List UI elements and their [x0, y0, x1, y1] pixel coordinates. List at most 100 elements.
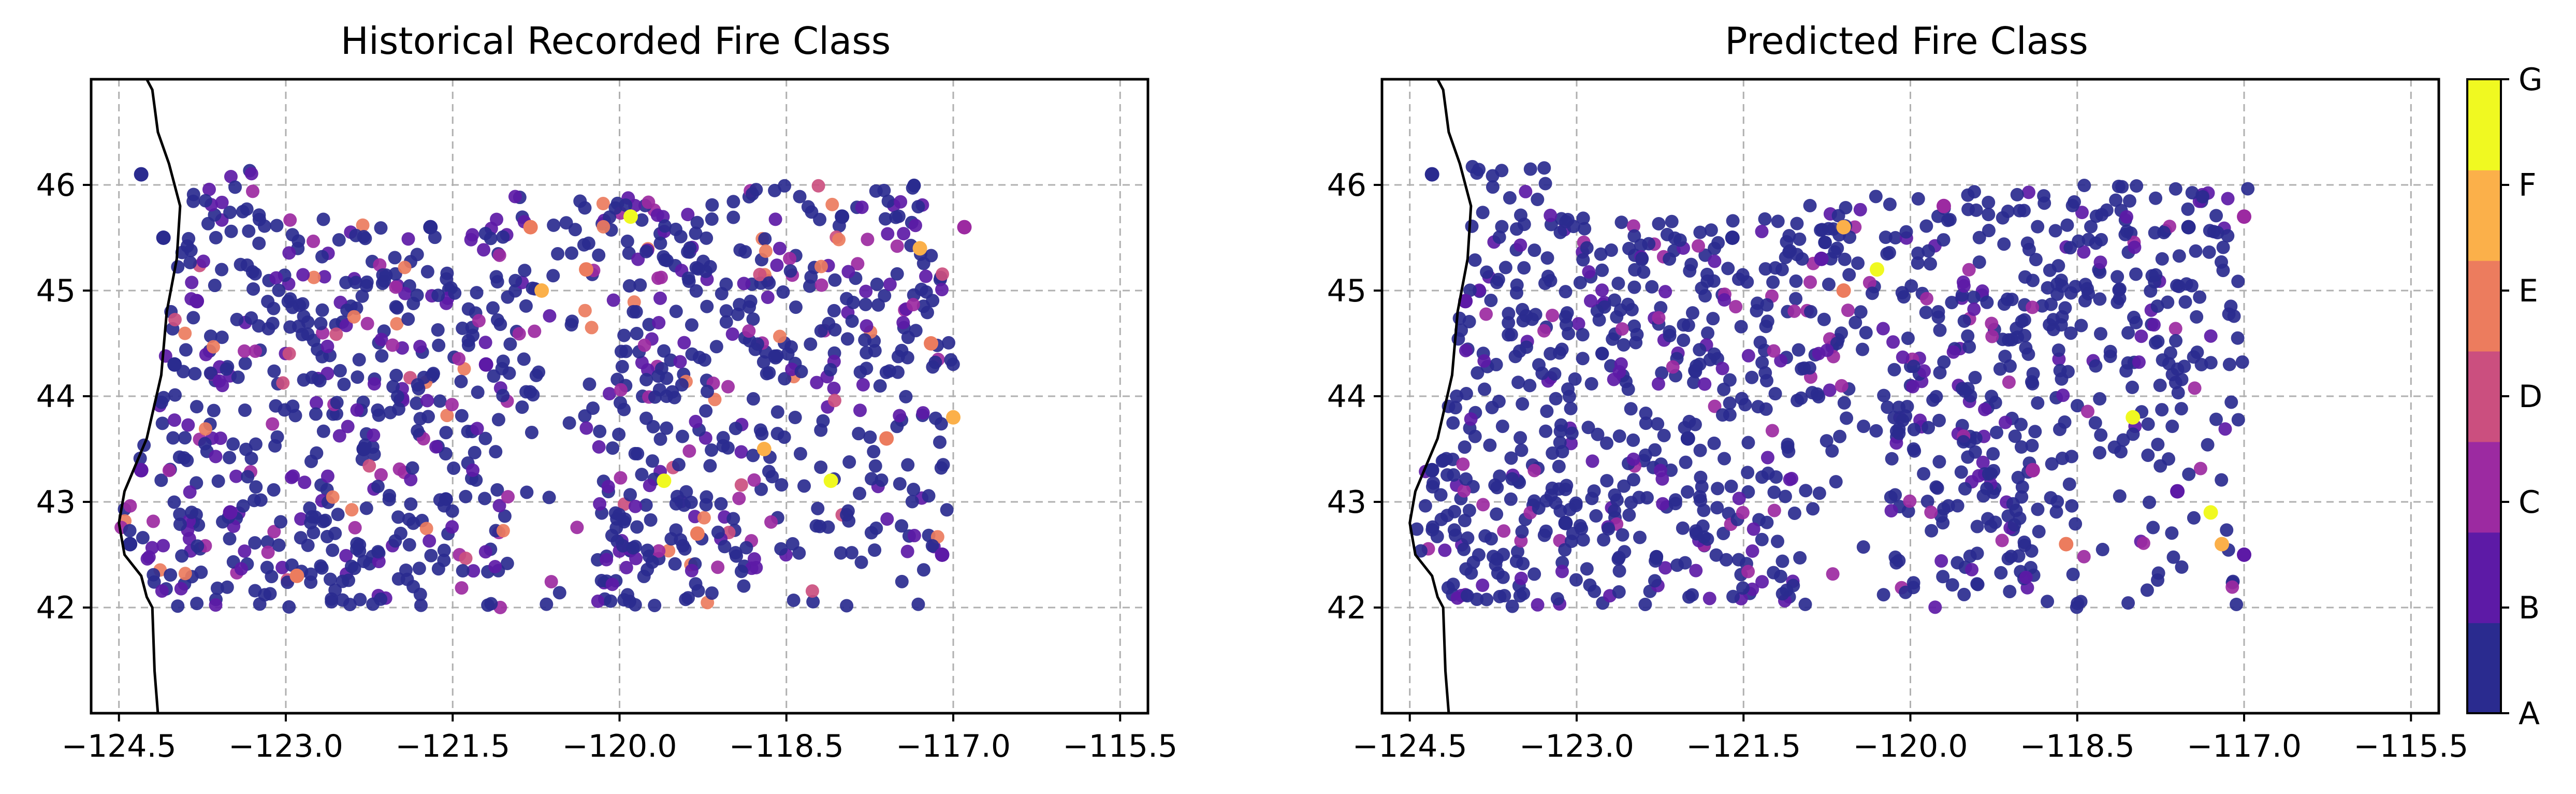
data-point: [1741, 436, 1755, 450]
data-point: [737, 579, 751, 593]
data-point: [1760, 314, 1774, 328]
data-point: [2146, 521, 2160, 535]
data-point: [1790, 216, 1804, 230]
data-point: [445, 520, 459, 534]
data-point: [705, 212, 719, 226]
data-point: [1967, 291, 1981, 305]
data-point: [508, 273, 522, 287]
data-point: [935, 267, 949, 281]
data-point: [472, 314, 486, 328]
data-point: [773, 329, 787, 343]
colorbar-swatch: [2467, 260, 2501, 352]
data-point: [1576, 328, 1590, 342]
data-point: [2026, 377, 2040, 391]
data-point: [628, 446, 642, 460]
data-point: [643, 479, 657, 493]
data-point: [600, 553, 614, 567]
data-point: [2067, 195, 2081, 209]
scatter-points-historical: [114, 164, 972, 614]
data-point: [1734, 320, 1748, 334]
data-point: [431, 323, 445, 337]
data-point: [2084, 220, 2098, 234]
data-point: [466, 463, 480, 477]
data-point: [413, 412, 427, 426]
data-point: [209, 450, 223, 464]
data-point: [811, 501, 825, 515]
data-point: [1626, 473, 1640, 487]
data-point: [2190, 310, 2204, 324]
data-point-class-F: [534, 283, 549, 298]
data-point: [660, 421, 674, 435]
data-point: [2121, 326, 2135, 340]
data-point: [1923, 257, 1937, 271]
data-point: [228, 180, 242, 194]
data-point: [1496, 570, 1510, 584]
data-point: [578, 304, 592, 317]
data-point: [1889, 556, 1903, 570]
data-point: [401, 232, 415, 246]
data-point: [185, 276, 199, 290]
data-point: [2169, 182, 2182, 196]
data-point: [1792, 343, 1806, 357]
data-point: [1987, 464, 2001, 478]
data-point: [593, 497, 607, 511]
data-point: [2060, 218, 2074, 232]
data-point: [1831, 209, 1845, 223]
data-point: [1611, 277, 1625, 291]
data-point: [742, 324, 756, 338]
data-point: [2056, 388, 2070, 402]
data-point: [248, 536, 262, 550]
data-point: [899, 389, 913, 403]
data-point: [1760, 515, 1774, 529]
data-point-class-B: [190, 294, 205, 309]
data-point: [827, 304, 841, 317]
data-point: [1711, 482, 1725, 496]
data-point: [568, 223, 582, 237]
data-point: [840, 332, 854, 346]
data-point: [681, 271, 695, 285]
data-point: [846, 296, 860, 310]
data-point: [1932, 413, 1946, 427]
data-point: [1649, 554, 1663, 568]
data-point: [272, 538, 286, 552]
data-point: [894, 195, 908, 209]
data-point: [832, 233, 846, 247]
x-tick-label: −124.5: [1352, 728, 1467, 764]
data-point: [881, 194, 895, 208]
data-point: [1626, 452, 1640, 466]
data-point: [1755, 356, 1769, 370]
data-point: [907, 529, 921, 543]
data-point: [2081, 405, 2095, 418]
colorbar-label: A: [2519, 696, 2540, 732]
data-point: [186, 311, 200, 325]
data-point: [2053, 422, 2066, 436]
data-point: [546, 269, 560, 283]
data-point: [630, 520, 644, 534]
data-point: [136, 531, 150, 545]
predicted-fire-class-panel: Predicted Fire Class −124.5 −123.0 −121.5−…: [1327, 19, 2469, 764]
data-point: [2215, 255, 2228, 269]
data-point: [1517, 261, 1531, 275]
data-point: [601, 480, 615, 494]
data-point: [825, 197, 839, 211]
data-point: [2155, 403, 2169, 417]
data-point: [764, 515, 778, 529]
data-point: [2174, 402, 2188, 416]
data-point: [1651, 417, 1665, 431]
data-point: [1425, 520, 1439, 534]
data-point: [855, 200, 869, 214]
data-point: [481, 598, 495, 612]
data-point: [734, 565, 748, 579]
data-point: [1957, 314, 1971, 328]
data-point: [2129, 267, 2143, 281]
data-point: [1933, 323, 1947, 337]
data-point: [869, 184, 883, 198]
data-point: [614, 383, 628, 397]
data-point: [2111, 295, 2124, 309]
data-point: [794, 365, 808, 379]
data-point: [1464, 412, 1478, 426]
data-point: [2153, 379, 2167, 393]
data-point: [1540, 404, 1554, 418]
data-point: [439, 492, 453, 506]
data-point: [895, 574, 909, 588]
